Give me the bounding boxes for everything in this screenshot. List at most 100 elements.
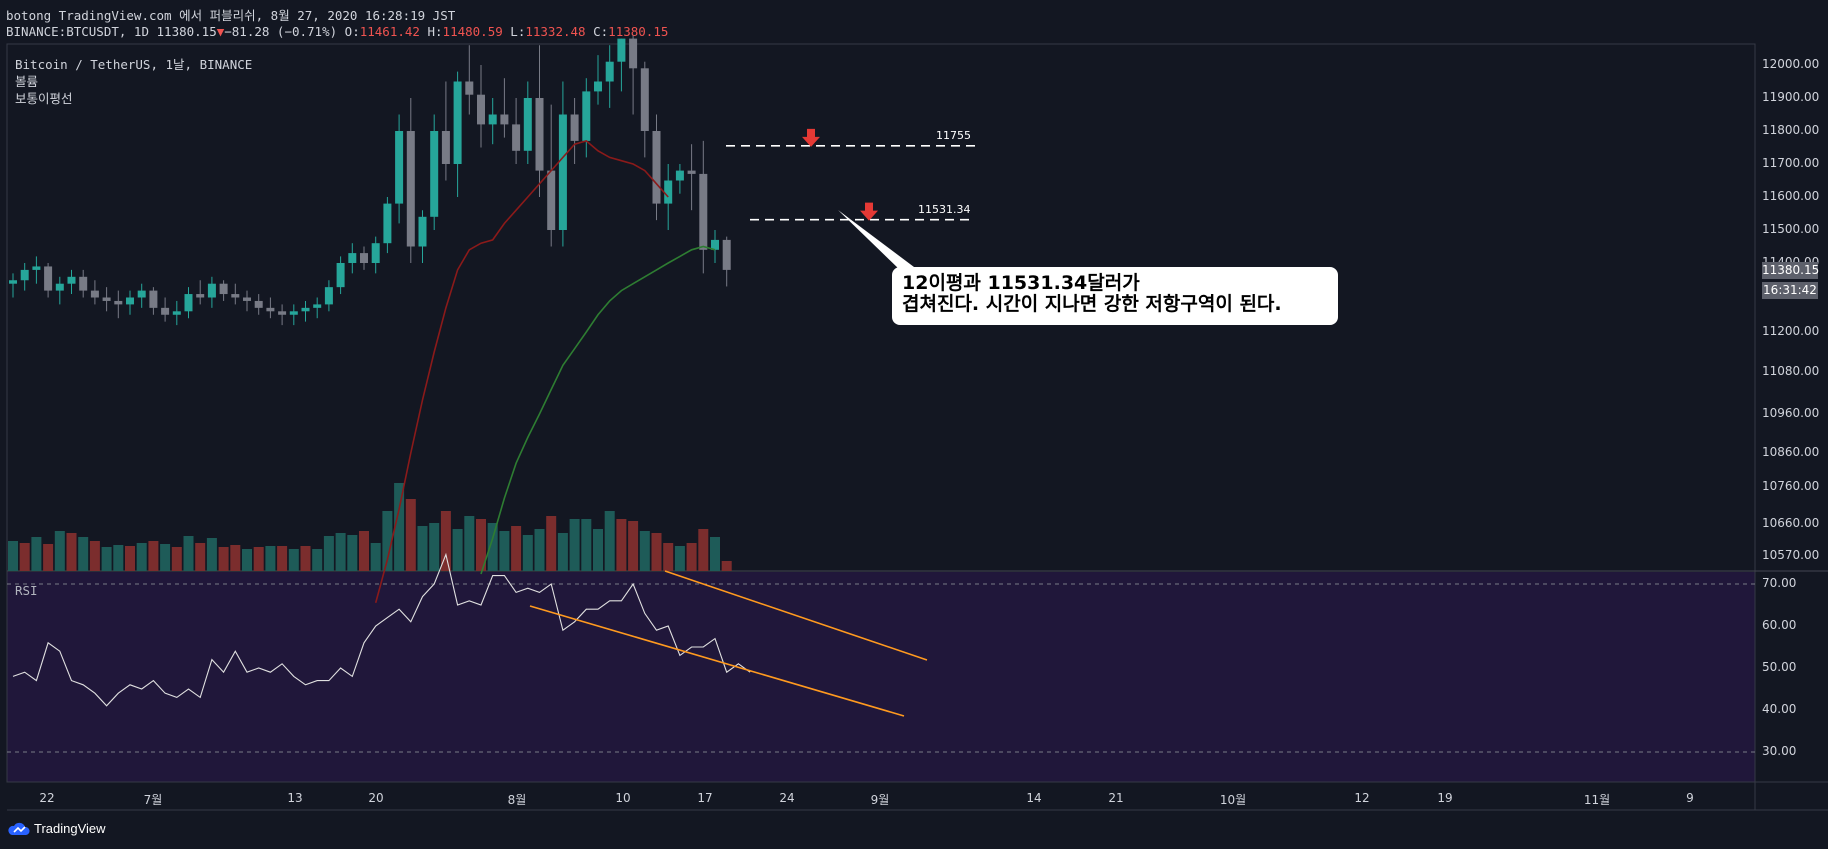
candle-body: [219, 283, 228, 295]
rsi-line: [12, 552, 751, 707]
volume-bar: [195, 543, 206, 571]
rsi-axis-label: 60.00: [1762, 618, 1797, 632]
candle-body: [336, 263, 345, 288]
candle-body: [477, 94, 485, 125]
volume-bar: [265, 546, 276, 571]
time-axis-label: 9월: [870, 793, 890, 807]
time-axis-label: 17: [697, 791, 713, 805]
volume-bar: [300, 546, 311, 571]
volume-bar: [522, 535, 533, 571]
volume-bar: [347, 535, 358, 571]
rsi-lower-trendline: [529, 605, 905, 717]
candle-body: [640, 68, 649, 131]
candle-body: [161, 307, 170, 315]
candle-body: [512, 124, 521, 151]
candle-body: [687, 170, 696, 174]
time-axis-label: 11월: [1583, 793, 1611, 807]
price-axis-label: 12000.00: [1762, 57, 1820, 71]
candle-body: [652, 131, 661, 204]
volume-bar: [218, 547, 229, 571]
price-axis-label: 11900.00: [1762, 90, 1820, 104]
publish-header: botong TradingView.com 에서 퍼블리쉬, 8월 27, 2…: [6, 8, 456, 23]
volume-bar: [710, 537, 720, 571]
candle-body: [371, 243, 380, 263]
candle-body: [582, 91, 591, 141]
level-label-lower: 11531.34: [918, 203, 971, 216]
volume-bar: [148, 541, 159, 571]
candle-body: [722, 239, 731, 270]
volume-bar: [359, 531, 369, 571]
volume-bar: [312, 549, 323, 571]
ma-legend[interactable]: 보통이평선: [15, 91, 73, 106]
candle-body: [243, 297, 251, 301]
candle-body: [67, 276, 76, 284]
annotation-line-2: 겹쳐진다. 시간이 지나면 강한 저항구역이 된다.: [902, 293, 1282, 315]
down-arrow-icon: [860, 202, 878, 221]
volume-bar: [651, 533, 662, 571]
candle-body: [699, 173, 708, 250]
rsi-series: [12, 552, 751, 707]
volume-bar: [405, 499, 416, 571]
volume-bar: [581, 519, 592, 571]
volume-bar: [616, 519, 627, 571]
volume-bar: [604, 511, 615, 571]
time-axis-label: 14: [1026, 791, 1042, 805]
rsi-axis-label: 30.00: [1762, 744, 1797, 758]
time-axis-label: 22: [39, 791, 55, 805]
countdown-tag: 16:31:42: [1762, 282, 1818, 299]
candle-body: [301, 307, 310, 312]
volume-bar: [698, 529, 709, 571]
candle-body: [547, 170, 556, 230]
candle-body: [102, 297, 111, 301]
candle-body: [289, 311, 298, 315]
symbol-legend[interactable]: Bitcoin / TetherUS, 1날, BINANCE: [15, 57, 253, 72]
volume-bar: [569, 519, 580, 571]
annotation-callout[interactable]: 12이평과 11531.34달러가 겹쳐진다. 시간이 지나면 강한 저항구역이…: [892, 267, 1338, 325]
candle-body: [441, 131, 450, 164]
candle-body: [196, 294, 205, 298]
volume-bar: [89, 541, 100, 571]
volume-bar: [686, 543, 697, 571]
volume-bars: [8, 483, 732, 571]
candle-body: [711, 239, 719, 250]
candle-body: [32, 266, 41, 270]
candle-body: [20, 269, 29, 281]
candle-body: [278, 311, 287, 315]
level-lines: [726, 128, 975, 270]
annotation-line-1: 12이평과 11531.34달러가: [902, 272, 1140, 294]
candle-body: [348, 253, 357, 263]
candle-body: [90, 290, 99, 298]
candle-body: [254, 300, 263, 308]
volume-bar: [31, 537, 42, 571]
candle-body: [558, 114, 567, 230]
volume-bar: [323, 536, 334, 571]
volume-bar: [370, 543, 381, 571]
volume-bar: [452, 529, 463, 571]
brand-logo[interactable]: TradingView: [8, 821, 106, 836]
price-axis-label: 10570.00: [1762, 548, 1820, 562]
volume-legend[interactable]: 볼륨: [15, 74, 39, 89]
volume-bar: [125, 546, 135, 571]
open-label: O:: [344, 24, 360, 39]
time-axis-label: 10: [615, 791, 631, 805]
rsi-legend[interactable]: RSI: [15, 583, 38, 598]
volume-bar: [628, 521, 639, 571]
close-label: C:: [593, 24, 609, 39]
candle-body: [430, 131, 439, 217]
volume-bar: [277, 546, 288, 571]
volume-bar: [171, 547, 182, 571]
high-value: 11480.59: [442, 24, 503, 39]
volume-bar: [499, 531, 510, 571]
volume-bar: [674, 546, 685, 571]
rsi-pane-background: [7, 572, 1755, 782]
candle-body: [114, 300, 123, 305]
time-axis-label: 20: [368, 791, 384, 805]
candle-body: [360, 253, 368, 263]
time-axis-label: 21: [1108, 791, 1124, 805]
price-axis-label: 10860.00: [1762, 445, 1820, 459]
rsi-axis-label: 70.00: [1762, 576, 1797, 590]
candle-body: [137, 290, 146, 298]
volume-bar: [382, 511, 393, 571]
volume-bar: [66, 533, 77, 571]
